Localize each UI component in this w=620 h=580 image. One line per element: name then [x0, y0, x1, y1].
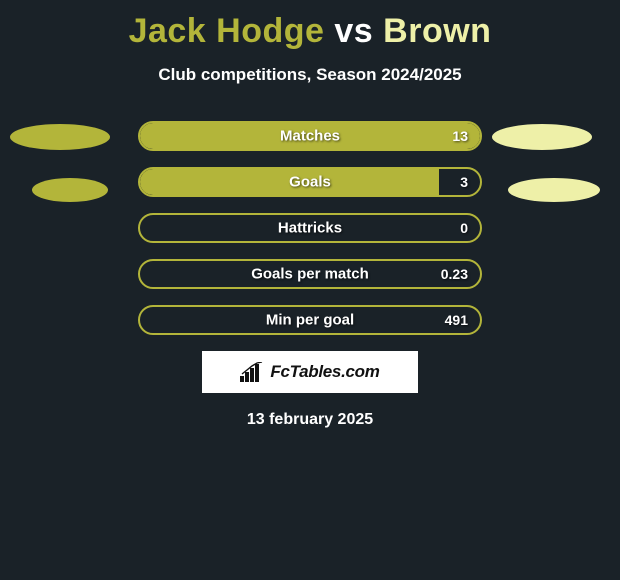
stat-value: 0.23 [441, 266, 468, 282]
brand-badge: FcTables.com [202, 351, 418, 393]
stat-row-hattricks: Hattricks 0 [138, 213, 482, 243]
stat-rows: Matches 13 Goals 3 Hattricks 0 Goals per… [138, 121, 482, 335]
decor-ellipse-left-0 [10, 124, 110, 150]
stat-value: 3 [460, 174, 468, 190]
stat-row-goals-per-match: Goals per match 0.23 [138, 259, 482, 289]
decor-ellipse-right-1 [508, 178, 600, 202]
stat-label: Goals per match [140, 266, 480, 283]
subtitle: Club competitions, Season 2024/2025 [0, 65, 620, 85]
brand-text: FcTables.com [270, 362, 379, 382]
stat-label: Hattricks [140, 220, 480, 237]
stat-value: 491 [445, 312, 468, 328]
date-text: 13 february 2025 [0, 411, 620, 429]
stat-label: Min per goal [140, 312, 480, 329]
bar-chart-icon [240, 362, 264, 382]
decor-ellipse-left-1 [32, 178, 108, 202]
stat-label: Goals [140, 174, 480, 191]
title-vs: vs [334, 12, 373, 50]
stat-label: Matches [140, 128, 480, 145]
stat-value: 0 [460, 220, 468, 236]
stat-row-min-per-goal: Min per goal 491 [138, 305, 482, 335]
stat-value: 13 [452, 128, 468, 144]
stat-row-goals: Goals 3 [138, 167, 482, 197]
title-player1: Jack Hodge [129, 12, 325, 50]
stat-row-matches: Matches 13 [138, 121, 482, 151]
page-title: Jack Hodge vs Brown [0, 0, 620, 51]
decor-ellipse-right-0 [492, 124, 592, 150]
title-player2: Brown [383, 12, 491, 50]
